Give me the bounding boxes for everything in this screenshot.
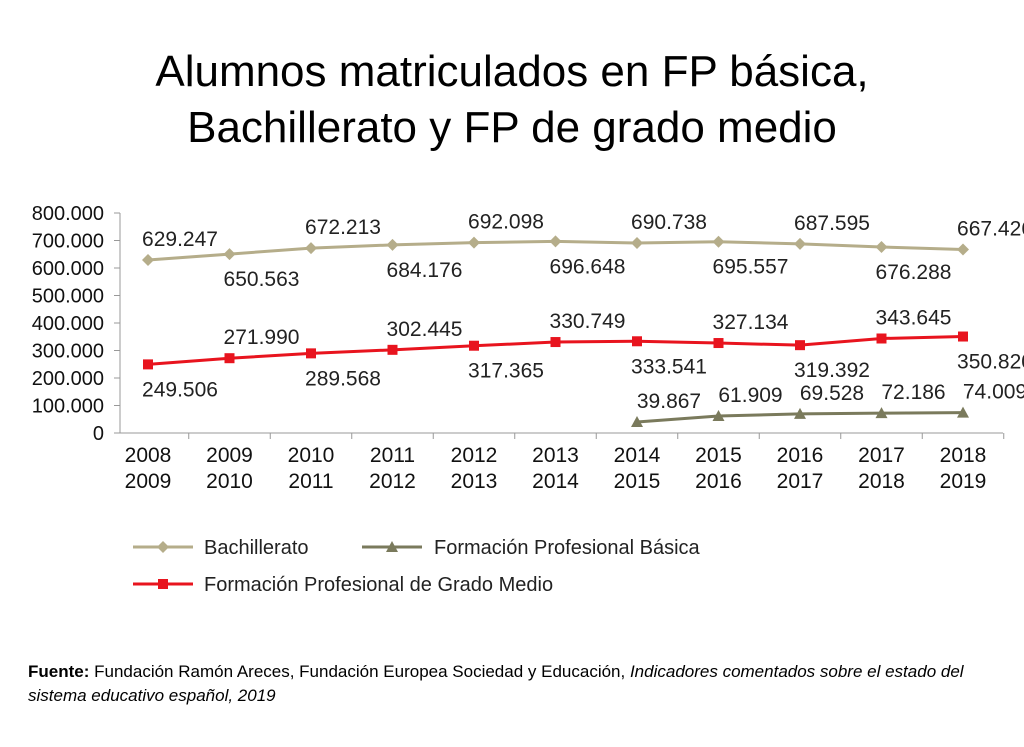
data-label: 302.445 [387,318,463,341]
data-point-marker [223,248,236,261]
chart-title-line-2: Bachillerato y FP de grado medio [187,103,837,152]
x-tick-label-bottom: 2016 [695,470,742,493]
data-point-marker [387,344,398,355]
data-point-marker [632,336,642,347]
data-point-marker [469,340,479,351]
y-tick-label: 0 [93,423,104,445]
x-tick-label-top: 2017 [858,444,905,467]
data-label: 330.749 [550,310,626,333]
data-label: 676.288 [876,261,952,284]
data-point-marker [713,338,724,349]
data-point-marker [631,416,643,428]
data-point-marker [875,407,888,419]
source-label: Fuente: [28,662,90,681]
data-label: 692.098 [468,211,544,234]
data-label: 61.909 [718,384,782,407]
x-tick-label-top: 2010 [288,444,335,467]
data-label: 343.645 [876,306,952,329]
y-tick-label: 200.000 [32,368,104,390]
data-point-marker [957,406,969,418]
y-tick-label: 500.000 [32,286,104,308]
data-point-marker [143,359,153,370]
data-label: 69.528 [800,382,864,405]
data-point-marker [142,253,154,266]
data-label: 629.247 [142,228,218,251]
data-point-marker [712,235,725,248]
data-point-marker [795,340,805,351]
data-point-marker [957,243,969,256]
data-label: 333.541 [631,355,707,378]
legend-marker [157,541,169,553]
data-point-marker [550,337,561,348]
data-label: 271.990 [224,326,300,349]
legend-label: Formación Profesional de Grado Medio [204,574,553,596]
legend-marker [158,579,168,589]
source-note: Fuente: Fundación Ramón Areces, Fundació… [28,660,1018,708]
y-tick-label: 600.000 [32,258,104,280]
data-label: 319.392 [794,359,870,382]
y-tick-label: 400.000 [32,313,104,335]
x-tick-label-bottom: 2015 [614,470,661,493]
data-point-marker [305,242,317,255]
data-label: 317.365 [468,360,544,383]
y-tick-label: 300.000 [32,341,104,363]
x-tick-label-top: 2009 [206,444,253,467]
data-label: 696.648 [550,255,626,278]
data-label: 249.506 [142,378,218,401]
data-point-marker [224,353,235,364]
data-label: 695.557 [713,256,789,279]
chart-title: Alumnos matriculados en FP básica, Bachi… [0,44,1024,156]
legend-label: Bachillerato [204,537,309,559]
data-label: 39.867 [637,390,701,413]
chart-title-line-1: Alumnos matriculados en FP básica, [155,47,869,96]
x-tick-label-bottom: 2010 [206,470,253,493]
x-tick-label-bottom: 2018 [858,470,905,493]
data-point-marker [631,237,643,250]
x-tick-label-top: 2014 [614,444,661,467]
source-italic: Indicadores comentados sobre el estado d… [28,662,964,705]
data-point-marker [306,348,316,359]
data-point-marker [875,241,888,254]
x-tick-label-bottom: 2017 [777,470,824,493]
data-point-marker [794,237,806,250]
x-tick-label-top: 2012 [451,444,498,467]
y-tick-label: 100.000 [32,396,104,418]
x-tick-label-bottom: 2011 [288,470,333,493]
data-label: 289.568 [305,367,381,390]
data-label: 667.426 [957,217,1024,240]
data-label: 672.213 [305,216,381,239]
data-label: 74.009 [963,381,1024,404]
x-tick-label-top: 2018 [940,444,987,467]
line-chart: 0 100.000 200.000 300.000 400.000 500.000 600.… [32,203,1024,596]
legend-label: Formación Profesional Básica [434,537,701,559]
x-tick-label-bottom: 2019 [940,470,987,493]
data-point-marker [386,238,399,251]
data-label: 687.595 [794,212,870,235]
x-tick-label-top: 2013 [532,444,579,467]
data-label: 350.820 [957,351,1024,374]
x-tick-label-bottom: 2012 [369,470,416,493]
data-point-marker [876,333,887,344]
y-tick-label: 800.000 [32,203,104,225]
legend-marker [386,541,398,552]
x-tick-label-bottom: 2013 [451,470,498,493]
x-tick-label-top: 2011 [370,444,415,467]
data-label: 72.186 [881,381,945,404]
data-point-marker [468,236,480,249]
x-tick-label-top: 2008 [125,444,172,467]
data-label: 690.738 [631,211,707,234]
data-point-marker [794,407,806,419]
x-tick-label-top: 2016 [777,444,824,467]
y-tick-label: 700.000 [32,231,104,253]
data-point-marker [712,409,725,421]
data-point-marker [549,235,562,248]
data-label: 327.134 [713,311,789,334]
source-text: Fundación Ramón Areces, Fundación Europe… [89,662,630,681]
data-label: 684.176 [387,259,463,282]
x-tick-label-bottom: 2014 [532,470,579,493]
x-tick-label-bottom: 2009 [125,470,172,493]
x-tick-label-top: 2015 [695,444,742,467]
data-label: 650.563 [224,268,300,291]
data-point-marker [958,331,968,342]
